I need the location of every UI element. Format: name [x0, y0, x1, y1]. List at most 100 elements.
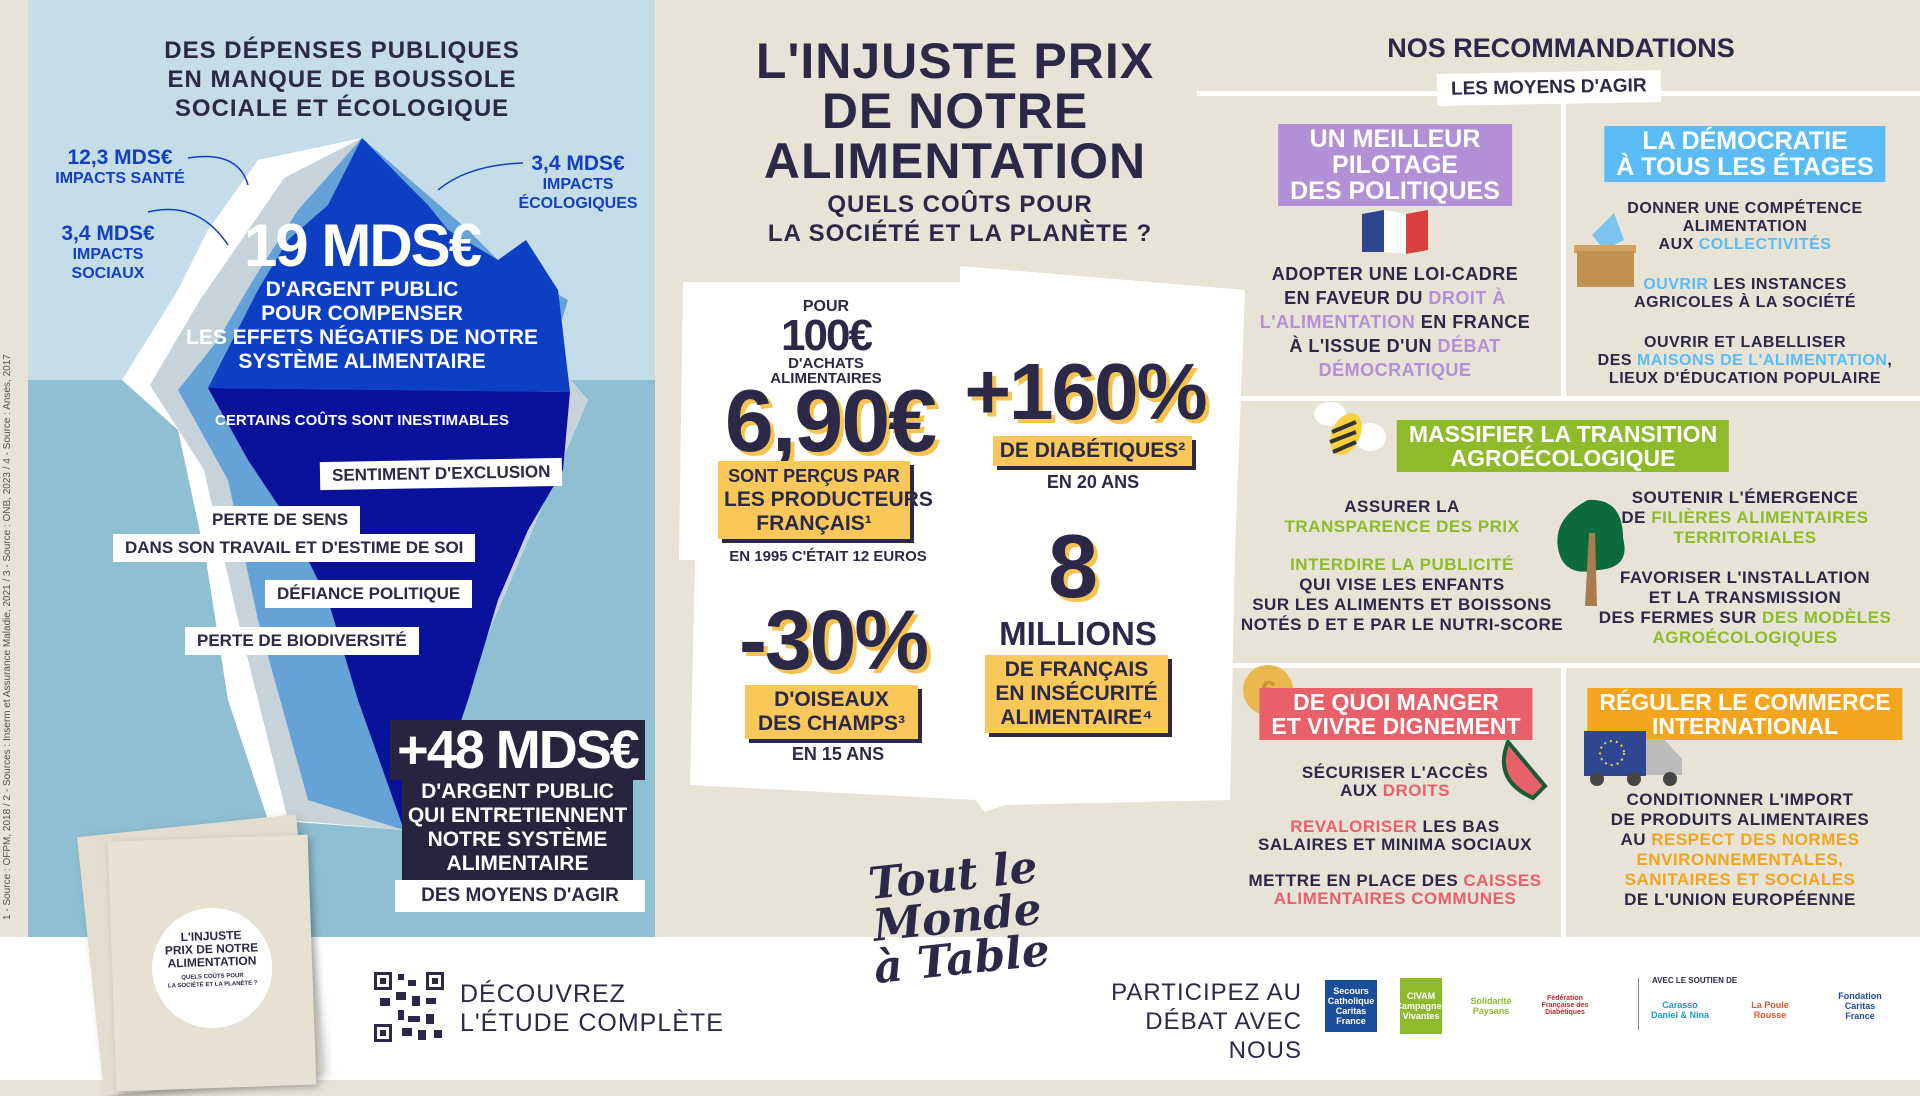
- main-title: L'INJUSTE PRIX DE NOTRE ALIMENTATION: [756, 36, 1353, 186]
- french-flag-icon: [1362, 210, 1428, 254]
- text-line: SUR LES ALIMENTS ET BOISSONS: [1252, 595, 1552, 614]
- highlight: FILIÈRES ALIMENTAIRES: [1651, 508, 1869, 527]
- stat1-base: 100€: [781, 311, 873, 360]
- social-amount: 3,4 Mds€: [61, 222, 155, 245]
- stat3-value-text: -30%: [738, 593, 929, 687]
- divider: [1561, 668, 1566, 937]
- logo-solidarite-paysans[interactable]: Solidarité Paysans: [1470, 996, 1512, 1016]
- tag-estime: DANS SON TRAVAIL ET D'ESTIME DE SOI: [113, 534, 476, 562]
- stat4-box-line: EN INSÉCURITÉ: [995, 682, 1158, 705]
- logo-civam[interactable]: CIVAM Campagnes Vivantes: [1396, 978, 1447, 1034]
- rec-commerce-tag: RÉGULER LE COMMERCE INTERNATIONAL: [1587, 688, 1903, 740]
- stat1-note-text: EN 1995 C'ÉTAIT 12 EUROS: [729, 548, 927, 565]
- tag-line: LA DÉMOCRATIE: [1642, 127, 1848, 155]
- logo-fondation-caritas[interactable]: Fondation Caritas France: [1838, 991, 1882, 1021]
- tag-line: ET VIVRE DIGNEMENT: [1271, 713, 1521, 739]
- rec-transition-tag: MASSIFIER LA TRANSITION AGROÉCOLOGIQUE: [1396, 420, 1730, 472]
- rec-dignite-text: SÉCURISER L'ACCÈS AUX DROITS REVALORISER…: [1248, 764, 1688, 908]
- rec-transition-text-right: SOUTENIR L'ÉMERGENCE DE FILIÈRES ALIMENT…: [1599, 488, 1920, 648]
- health-label: IMPACTS SANTÉ: [55, 170, 185, 187]
- logo-carasso[interactable]: Carasso Daniel & Nina: [1650, 1000, 1709, 1020]
- highlight: TRANSPARENCE DES PRIX: [1284, 517, 1520, 536]
- arrow-icon: [187, 155, 249, 186]
- stat1-base-label: D'ACHATS: [788, 355, 864, 372]
- rec-democratie: LA DÉMOCRATIE À TOUS LES ÉTAGES: [1604, 126, 1920, 182]
- stat2-value-text: +160%: [964, 347, 1207, 436]
- divider: [1225, 396, 1920, 401]
- highlight: L'ALIMENTATION: [1259, 312, 1416, 332]
- stat1-value-text: 6,90€: [724, 371, 937, 470]
- text-segment: METTRE EN PLACE DES: [1248, 871, 1464, 890]
- iceberg-main-above: [208, 138, 570, 392]
- health-impact: 12,3 Mds€ IMPACTS SANTÉ: [55, 146, 249, 188]
- booklet-cover[interactable]: L'INJUSTE PRIX DE NOTRE ALIMENTATION QUE…: [107, 834, 317, 1092]
- text-line: AGRICOLES À LA SOCIÉTÉ: [1634, 294, 1856, 311]
- support-label: AVEC LE SOUTIEN DE: [1652, 976, 1738, 985]
- highlight: MAISONS DE L'ALIMENTATION: [1637, 352, 1888, 369]
- tag-line: DES POLITIQUES: [1290, 177, 1500, 205]
- iceberg-main-below: [208, 388, 570, 830]
- text-line: DONNER UNE COMPÉTENCE: [1627, 200, 1863, 217]
- discover-study-link[interactable]: DÉCOUVREZ L'ÉTUDE COMPLÈTE: [460, 980, 724, 1038]
- text-segment: DE: [1621, 508, 1652, 527]
- stat2-note: EN 20 ANS: [1047, 472, 1185, 493]
- rec-commerce: RÉGULER LE COMMERCE INTERNATIONAL: [1587, 688, 1920, 740]
- text-line: SOUTENIR L'ÉMERGENCE: [1631, 488, 1859, 507]
- highlight: DROIT À: [1428, 288, 1506, 308]
- rec-pilotage-tag: UN MEILLEUR PILOTAGE DES POLITIQUES: [1278, 124, 1512, 206]
- social-label: IMPACTS: [72, 246, 144, 263]
- text-line: ALIMENTATION: [1682, 218, 1808, 235]
- highlight: CAISSES: [1463, 871, 1542, 890]
- title-line: DE NOTRE: [821, 83, 1089, 139]
- stat1-note: EN 1995 C'ÉTAIT 12 EUROS: [729, 548, 1026, 565]
- text-line: ADOPTER UNE LOI-CADRE: [1271, 264, 1519, 284]
- rec-dignite-tag: DE QUOI MANGER ET VIVRE DIGNEMENT: [1259, 688, 1533, 740]
- plus-text-line: ALIMENTAIRE: [446, 852, 589, 875]
- logo-secours-catholique[interactable]: Secours Catholique Caritas France: [1325, 980, 1377, 1032]
- recommendations-title-text: NOS RECOMMANDATIONS: [1387, 33, 1735, 63]
- qr-code-icon[interactable]: [372, 970, 446, 1044]
- means-tag: LES MOYENS D'AGIR: [1436, 70, 1661, 106]
- text-line: SALAIRES ET MINIMA SOCIAUX: [1257, 835, 1532, 854]
- text-line: DE L'UNION EUROPÉENNE: [1624, 890, 1856, 909]
- stat4-unit: MILLIONS: [999, 616, 1236, 652]
- tout-le-monde-a-table-logo: Tout le Monde à Table: [859, 842, 1062, 1049]
- text-segment: DES FERMES SUR: [1598, 608, 1763, 627]
- stat3-note-text: EN 15 ANS: [791, 744, 885, 764]
- booklet-title-line: ALIMENTATION: [167, 953, 257, 971]
- eco-amount: 3,4 Mds€: [531, 152, 625, 175]
- stat2-note-text: EN 20 ANS: [1046, 472, 1140, 492]
- tag-exclusion: SENTIMENT D'EXCLUSION: [319, 457, 563, 491]
- stat3-note: EN 15 ANS: [792, 744, 930, 765]
- stat1-box: SONT PERÇUS PAR LES PRODUCTEURS FRANÇAIS…: [718, 461, 933, 539]
- stat4-value-text: 8: [1047, 517, 1098, 617]
- highlight: OUVRIR: [1643, 276, 1709, 293]
- text-segment: À L'ISSUE D'UN: [1289, 336, 1438, 356]
- divider: [1561, 96, 1566, 398]
- eco-label: ÉCOLOGIQUES: [518, 195, 638, 212]
- text-line: NOTÉS D ET E PAR LE NUTRI-SCORE: [1240, 615, 1564, 634]
- left-title-line: SOCIALE ET ÉCOLOGIQUE: [174, 95, 510, 122]
- text-line: ET LA TRANSMISSION: [1648, 588, 1842, 607]
- stat4-box-line: DE FRANÇAIS: [1004, 658, 1149, 681]
- tag-line: À TOUS LES ÉTAGES: [1616, 153, 1874, 181]
- rec-transition-text-left: ASSURER LA TRANSPARENCE DES PRIX INTERDI…: [1241, 497, 1724, 635]
- plus-text-line: NOTRE SYSTÈME: [427, 828, 608, 851]
- logo-poule-rousse[interactable]: La Poule Rousse: [1751, 1000, 1789, 1020]
- stat1-pre: POUR: [802, 298, 850, 315]
- rec-dignite: DE QUOI MANGER ET VIVRE DIGNEMENT: [1259, 688, 1669, 740]
- tag-line: MASSIFIER LA TRANSITION: [1408, 421, 1718, 447]
- stat1-base-label: ALIMENTAIRES: [770, 370, 882, 387]
- text-segment: LES INSTANCES: [1708, 276, 1847, 293]
- main-cost: 19 Mds€ D'ARGENT PUBLIC POUR COMPENSER L…: [186, 214, 655, 374]
- stat4-box: DE FRANÇAIS EN INSÉCURITÉ ALIMENTAIRE⁴: [985, 655, 1168, 733]
- rec-commerce-text: CONDITIONNER L'IMPORT DE PRODUITS ALIMEN…: [1611, 790, 1920, 910]
- text-segment: AUX: [1340, 781, 1383, 800]
- stat1-value: 6,90€: [725, 377, 1040, 465]
- arrow-icons: [147, 155, 524, 246]
- text-segment: DES: [1597, 352, 1638, 369]
- text-segment: LES BAS: [1417, 817, 1500, 836]
- text-line: CONDITIONNER L'IMPORT: [1626, 790, 1854, 809]
- stat-producers: POUR 100€ D'ACHATS ALIMENTAIRES: [770, 298, 937, 386]
- logo-federation-diabetiques[interactable]: Fédération Française des Diabétiques: [1541, 994, 1589, 1016]
